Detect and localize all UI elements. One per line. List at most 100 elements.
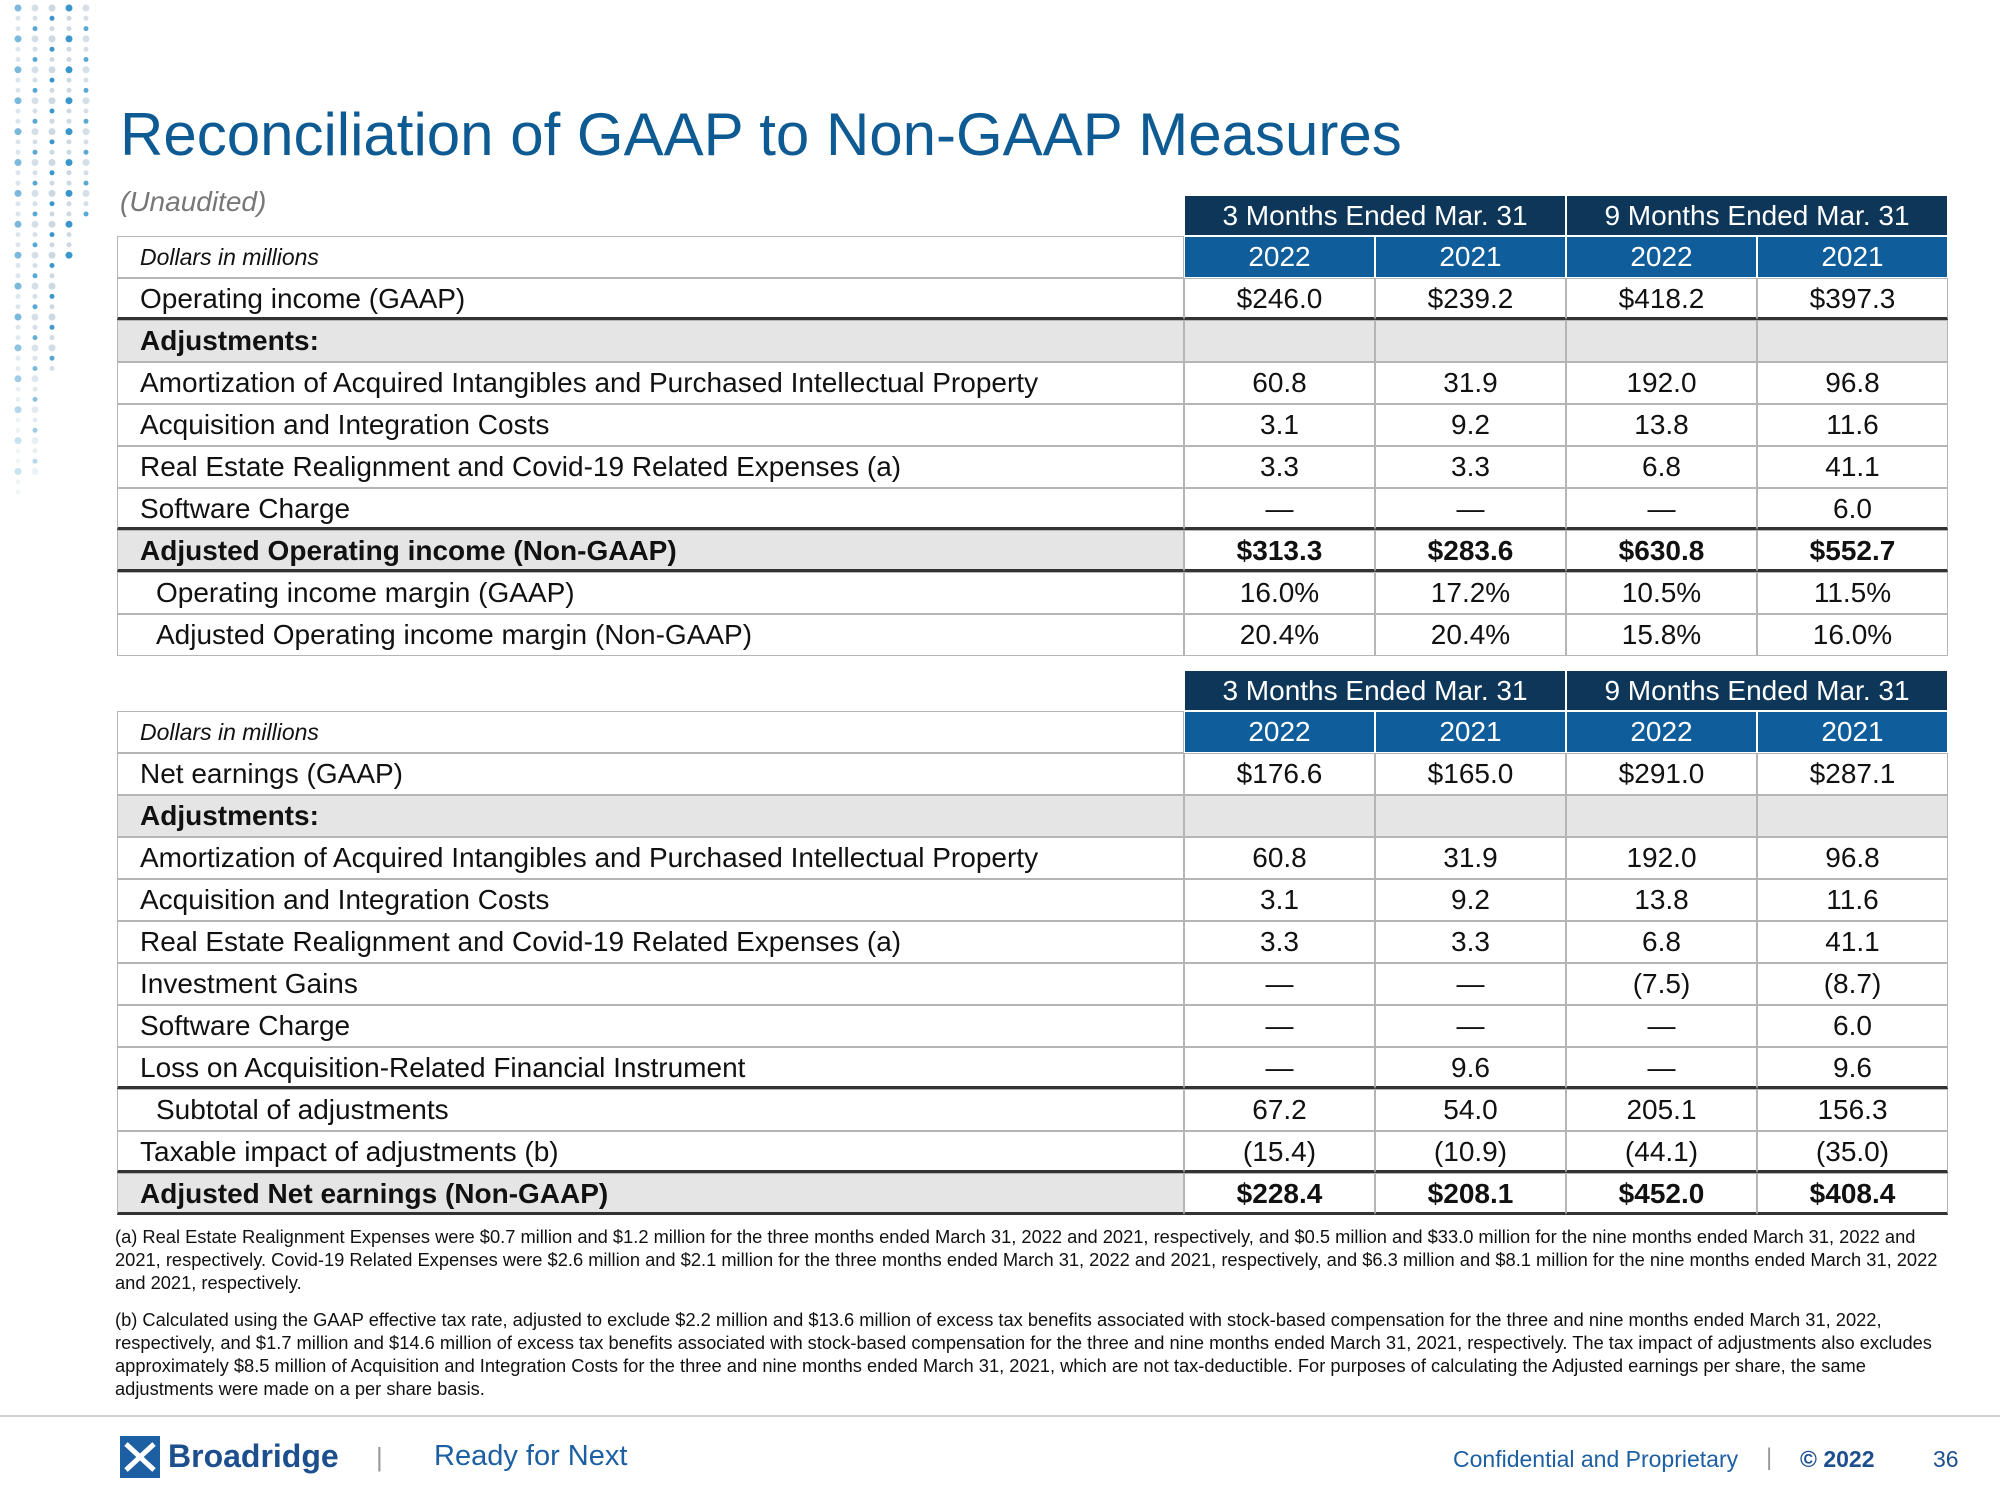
dot — [31, 437, 39, 445]
year-header: 2021 — [1375, 236, 1566, 278]
dot — [48, 35, 56, 43]
value-cell: 11.6 — [1757, 404, 1948, 446]
dot — [32, 149, 38, 155]
group-header: 9 Months Ended Mar. 31 — [1566, 670, 1948, 711]
dot — [32, 77, 38, 83]
dot — [65, 159, 73, 166]
value-cell: 11.5% — [1757, 572, 1948, 614]
dot — [49, 26, 55, 32]
value-cell: — — [1375, 488, 1566, 530]
dot — [66, 232, 72, 238]
dot — [48, 251, 56, 259]
dot — [31, 220, 39, 228]
value-cell: (10.9) — [1375, 1131, 1566, 1173]
dot — [49, 293, 55, 299]
dot — [83, 201, 89, 207]
dot — [15, 458, 21, 464]
dot — [48, 97, 56, 105]
dot — [83, 180, 89, 186]
dot — [82, 128, 90, 136]
dot — [48, 128, 56, 136]
dot — [83, 211, 89, 217]
dot — [49, 273, 55, 279]
group-header: 3 Months Ended Mar. 31 — [1184, 670, 1566, 711]
row-label: Adjustments: — [117, 320, 1184, 362]
dot — [31, 375, 39, 383]
dot — [66, 15, 72, 21]
value-cell: 192.0 — [1566, 837, 1757, 879]
value-cell: 205.1 — [1566, 1089, 1757, 1131]
dot — [32, 263, 38, 268]
value-cell: 6.0 — [1757, 1005, 1948, 1047]
dot — [14, 220, 22, 228]
dot — [48, 344, 56, 352]
dot — [32, 108, 38, 114]
value-cell: — — [1375, 963, 1566, 1005]
dot — [14, 128, 22, 136]
value-cell: $397.3 — [1757, 278, 1948, 320]
value-cell: — — [1566, 1005, 1757, 1047]
value-cell — [1375, 795, 1566, 837]
dot — [15, 263, 21, 268]
value-cell: $313.3 — [1184, 530, 1375, 572]
value-cell: 67.2 — [1184, 1089, 1375, 1131]
value-cell: 16.0% — [1184, 572, 1375, 614]
dot — [15, 366, 21, 371]
dot — [32, 15, 38, 21]
dot — [15, 417, 21, 423]
dot — [48, 159, 56, 166]
dot — [31, 97, 39, 105]
dot — [66, 118, 72, 124]
value-cell: $228.4 — [1184, 1173, 1375, 1215]
dot — [31, 344, 39, 352]
dot — [15, 396, 21, 402]
dot — [31, 189, 39, 197]
dot — [14, 97, 22, 105]
dot — [15, 427, 21, 433]
value-cell: 3.3 — [1184, 446, 1375, 488]
value-cell: (15.4) — [1184, 1131, 1375, 1173]
dot — [15, 355, 21, 361]
value-cell: 6.8 — [1566, 446, 1757, 488]
row-label: Software Charge — [117, 1005, 1184, 1047]
value-cell — [1184, 795, 1375, 837]
dot — [31, 66, 39, 74]
dot — [66, 46, 72, 52]
value-cell: $239.2 — [1375, 278, 1566, 320]
row-label: Real Estate Realignment and Covid-19 Rel… — [117, 446, 1184, 488]
value-cell: 96.8 — [1757, 837, 1948, 879]
dot — [15, 273, 21, 279]
dot — [49, 15, 55, 21]
title: Reconciliation of GAAP to Non-GAAP Measu… — [120, 101, 1402, 168]
year-header: 2022 — [1566, 711, 1757, 753]
value-cell: — — [1566, 488, 1757, 530]
dot — [32, 118, 38, 124]
row-label: Operating income (GAAP) — [117, 278, 1184, 320]
value-cell — [1184, 320, 1375, 362]
row-label: Operating income margin (GAAP) — [117, 572, 1184, 614]
row-label: Adjusted Net earnings (Non-GAAP) — [117, 1173, 1184, 1215]
footnote: (b) Calculated using the GAAP effective … — [115, 1309, 1932, 1399]
dot — [83, 149, 89, 155]
year-header: 2022 — [1566, 236, 1757, 278]
dot — [15, 293, 21, 299]
dot — [32, 293, 38, 299]
value-cell: 11.6 — [1757, 879, 1948, 921]
dot — [83, 26, 89, 32]
row-label: Net earnings (GAAP) — [117, 753, 1184, 795]
value-cell: 96.8 — [1757, 362, 1948, 404]
dot — [14, 251, 22, 259]
dot — [32, 335, 38, 341]
dot — [14, 406, 22, 414]
row-label: Amortization of Acquired Intangibles and… — [117, 837, 1184, 879]
value-cell: — — [1375, 1005, 1566, 1047]
dot — [15, 489, 21, 495]
dot — [48, 4, 56, 12]
dot — [82, 35, 90, 43]
dot — [15, 335, 21, 341]
dot — [83, 15, 89, 21]
dot — [32, 324, 38, 330]
value-cell: 31.9 — [1375, 362, 1566, 404]
dot — [32, 87, 38, 93]
row-label: Adjusted Operating income (Non-GAAP) — [117, 530, 1184, 572]
